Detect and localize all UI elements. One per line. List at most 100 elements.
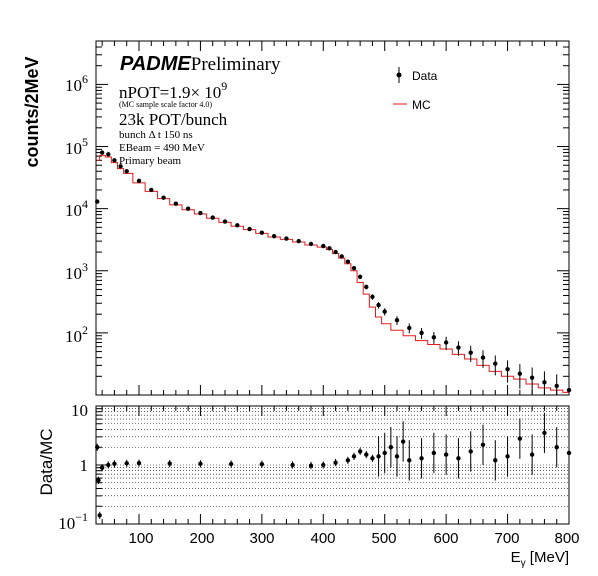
mc-scale-note: (MC sample scale factor 4.0) (119, 100, 212, 109)
x-tick-label-800: 800 (554, 530, 579, 547)
data-point (394, 318, 400, 323)
ratio-point (364, 452, 369, 457)
data-point (95, 199, 100, 204)
data-point (149, 187, 154, 193)
legend-label-data: Data (412, 69, 438, 83)
data-point (431, 335, 437, 340)
x-tick-label-300: 300 (249, 530, 274, 547)
data-point (566, 387, 572, 393)
ratio-point (228, 461, 234, 467)
ratio-point (351, 454, 357, 459)
data-point (271, 234, 277, 239)
ratio-series (95, 412, 572, 519)
data-point (345, 259, 351, 264)
ratio-point (566, 450, 572, 456)
ratio-point (376, 454, 381, 459)
ratio-point (167, 461, 172, 466)
x-axis-label: Eγ [MeV] (511, 549, 569, 569)
x-tick-label-400: 400 (310, 530, 335, 547)
x-tick-label-200: 200 (189, 530, 214, 547)
data-point (112, 158, 117, 163)
legend-marker-data (396, 67, 402, 83)
mc-step-line (97, 154, 569, 393)
ratio-point (106, 462, 111, 468)
data-point (419, 330, 424, 336)
data-point (284, 236, 289, 241)
x-tick-label-500: 500 (371, 530, 396, 547)
data-point (456, 345, 461, 350)
ratio-y-tick-label-10: 10 (71, 401, 88, 420)
ratio-point (333, 460, 338, 465)
ratio-point (554, 445, 559, 450)
main-y-tick-labels: 102 103 104 105 106 (65, 72, 88, 346)
y-tick-label-100: 102 (65, 323, 88, 346)
main-y-axis-label: counts/2MeV (22, 56, 42, 167)
ratio-point (493, 458, 498, 463)
data-point (136, 178, 142, 184)
y-tick-label-1000: 103 (65, 260, 88, 283)
npot-annotation: nPOT=1.9× 109 (119, 79, 227, 102)
data-point (529, 375, 535, 380)
data-point (106, 152, 111, 157)
data-point (351, 265, 357, 271)
data-point (222, 219, 228, 224)
x-tick-labels: 100 200 300 400 500 600 700 800 (128, 530, 579, 547)
data-point (364, 284, 369, 290)
ratio-point (382, 450, 387, 456)
data-point (339, 254, 344, 259)
data-point (99, 150, 105, 155)
ratio-point (112, 461, 117, 466)
ebeam-annotation: EBeam = 490 MeV (119, 142, 205, 154)
bunch-annotation: 23k POT/bunch (119, 110, 228, 129)
data-point (173, 201, 179, 206)
data-point (198, 210, 203, 216)
ratio-point (259, 462, 265, 467)
data-point (376, 302, 381, 308)
data-point (124, 169, 129, 174)
ratio-point (394, 454, 400, 459)
ratio-point (443, 452, 449, 457)
ratio-point (95, 445, 100, 450)
ratio-point (136, 460, 142, 466)
data-point (443, 340, 449, 345)
data-point (210, 215, 215, 220)
data-point (407, 325, 412, 331)
data-point (517, 371, 523, 376)
ratio-point (321, 462, 326, 468)
data-point (493, 361, 498, 366)
ratio-point (419, 456, 424, 461)
ratio-y-tick-label-1: 1 (80, 456, 89, 475)
legend: Data MC (393, 67, 438, 112)
data-point (542, 380, 547, 385)
x-tick-label-700: 700 (494, 530, 519, 547)
mc-series (97, 154, 569, 393)
data-point (235, 223, 240, 228)
ratio-point (468, 449, 473, 454)
data-point (370, 294, 375, 300)
main-axis-ticks (96, 40, 570, 396)
ratio-grid (96, 408, 569, 507)
data-point (382, 309, 387, 314)
ratio-point (431, 450, 437, 456)
ratio-point (96, 478, 101, 483)
ratio-point (290, 462, 295, 468)
ratio-point (308, 463, 314, 468)
ratio-point (198, 461, 203, 466)
ratio-point (357, 449, 363, 454)
y-tick-label-10000: 104 (65, 197, 88, 220)
ratio-point (400, 439, 406, 444)
y-tick-label-1000000: 106 (65, 72, 88, 95)
data-point (118, 164, 123, 169)
ratio-point (124, 461, 129, 466)
plot-annotations: PADMEPreliminary nPOT=1.9× 109 (MC sampl… (119, 53, 281, 167)
data-point (296, 238, 301, 244)
data-point (308, 241, 314, 247)
ratio-point (480, 442, 486, 447)
ratio-point (388, 445, 394, 450)
legend-label-mc: MC (412, 98, 431, 112)
data-point (259, 230, 265, 235)
data-point (321, 243, 326, 249)
data-series (95, 150, 572, 395)
ratio-point (529, 452, 535, 457)
